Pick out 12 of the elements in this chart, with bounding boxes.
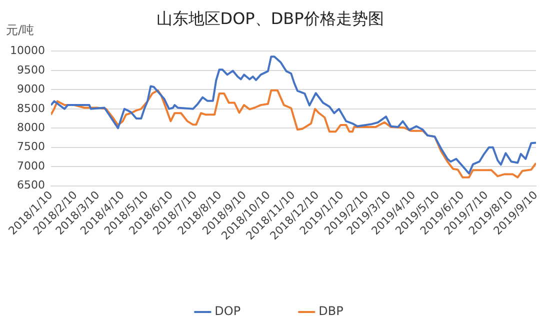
y-tick-label: 9000 <box>16 82 45 96</box>
y-tick-label: 10000 <box>10 44 45 58</box>
y-tick-label: 7000 <box>16 159 45 172</box>
chart-title: 山东地区DOP、DBP价格走势图 <box>156 8 384 28</box>
y-axis-title: 元/吨 <box>6 23 34 38</box>
y-tick-label: 6500 <box>16 178 45 192</box>
y-tick-label: 8000 <box>16 120 45 134</box>
legend-label: DOP <box>214 304 241 318</box>
y-tick-label: 9500 <box>16 63 45 76</box>
legend-label: DBP <box>318 304 344 318</box>
y-tick-label: 7500 <box>16 140 45 154</box>
y-tick-label: 8500 <box>16 102 45 115</box>
